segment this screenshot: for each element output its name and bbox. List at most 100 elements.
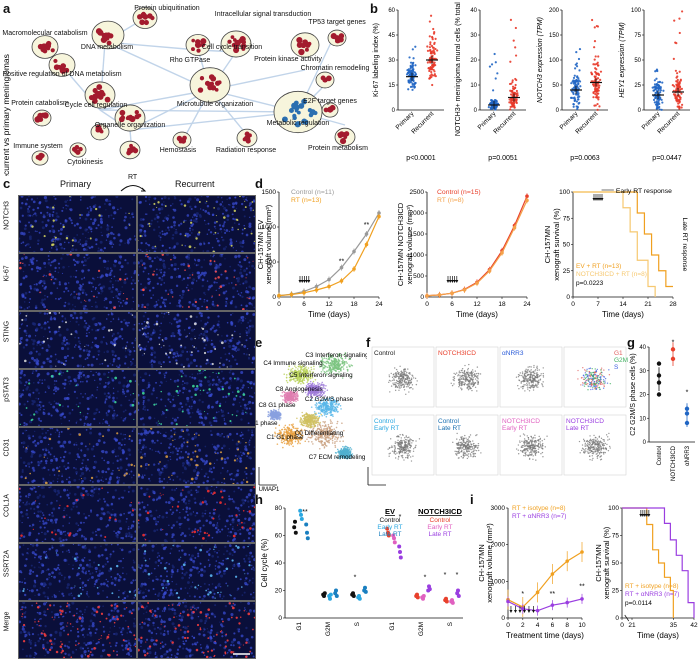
nucleus-dot	[150, 359, 154, 363]
nucleus-dot	[48, 576, 51, 579]
nucleus-dot	[165, 290, 167, 293]
nucleus-dot	[120, 548, 124, 552]
nucleus-dot	[102, 250, 104, 252]
rt-arrow-icon	[120, 185, 147, 192]
nucleus-dot	[79, 217, 82, 219]
nucleus-dot	[224, 258, 226, 260]
b-tick-label: 0	[474, 108, 478, 114]
nucleus-dot	[150, 219, 153, 222]
nucleus-dot	[168, 246, 171, 249]
nucleus-dot	[188, 256, 191, 259]
nucleus-dot	[112, 318, 115, 320]
nucleus-dot	[228, 344, 232, 348]
nucleus-dot	[190, 207, 193, 211]
nucleus-dot	[116, 573, 119, 576]
nucleus-dot	[124, 434, 126, 436]
nucleus-dot	[250, 436, 252, 439]
nucleus-dot	[225, 582, 228, 585]
nucleus-dot	[19, 589, 22, 593]
nucleus-dot	[245, 339, 248, 342]
marker-signal-dot	[217, 372, 220, 375]
nucleus-dot	[65, 538, 68, 541]
nucleus-dot	[81, 458, 85, 462]
nucleus-dot	[142, 401, 145, 404]
nucleus-dot	[216, 480, 220, 484]
marker-signal-dot	[248, 510, 252, 513]
marker-signal-dot	[154, 245, 157, 248]
marker-signal-dot	[224, 270, 227, 273]
nucleus-dot	[47, 568, 50, 571]
nucleus-dot	[128, 438, 131, 441]
nucleus-dot	[249, 395, 251, 397]
marker-signal-dot	[102, 435, 105, 438]
nucleus-dot	[73, 295, 77, 299]
marker-signal-dot	[226, 366, 228, 368]
nucleus-dot	[44, 391, 47, 393]
nucleus-dot	[111, 246, 114, 248]
marker-signal-dot	[97, 563, 100, 567]
nucleus-dot	[153, 492, 156, 495]
nucleus-dot	[206, 412, 209, 415]
nucleus-dot	[232, 312, 234, 314]
nucleus-dot	[20, 475, 23, 479]
nucleus-dot	[200, 265, 203, 269]
nucleus-dot	[48, 330, 51, 333]
nucleus-dot	[196, 490, 200, 494]
nucleus-dot	[130, 535, 133, 539]
nucleus-dot	[118, 477, 121, 479]
nucleus-dot	[79, 578, 81, 580]
nucleus-dot	[228, 282, 231, 285]
nucleus-dot	[119, 527, 123, 531]
nucleus-dot	[207, 588, 210, 591]
nucleus-dot	[50, 316, 53, 318]
nucleus-dot	[69, 250, 72, 252]
b-data-point	[660, 98, 663, 101]
nucleus-dot	[215, 486, 218, 489]
nucleus-dot	[251, 287, 255, 291]
nucleus-dot	[118, 519, 122, 523]
marker-signal-dot	[79, 587, 82, 589]
nucleus-dot	[172, 428, 175, 429]
network-gene-dot	[282, 116, 288, 123]
network-gene-dot	[199, 76, 205, 81]
nucleus-dot	[197, 349, 200, 353]
nucleus-dot	[102, 480, 104, 482]
nucleus-dot	[118, 305, 121, 307]
fluorescence-micrograph	[18, 253, 137, 311]
nucleus-dot	[212, 466, 215, 469]
nucleus-dot	[243, 198, 245, 201]
nucleus-dot	[132, 428, 135, 431]
nucleus-dot	[218, 326, 221, 328]
nucleus-dot	[48, 270, 51, 273]
nucleus-dot	[77, 568, 79, 571]
nucleus-dot	[193, 328, 196, 331]
nucleus-dot	[232, 397, 237, 401]
nucleus-dot	[228, 196, 231, 200]
nucleus-dot	[110, 581, 114, 585]
nucleus-dot	[67, 532, 70, 535]
nucleus-dot	[119, 239, 123, 243]
b-data-point	[412, 57, 415, 60]
b-data-point	[592, 96, 595, 99]
nucleus-dot	[102, 285, 106, 289]
nucleus-dot	[82, 466, 84, 469]
nucleus-dot	[133, 537, 136, 540]
nucleus-dot	[251, 555, 254, 558]
network-gene-dot	[245, 138, 251, 144]
nucleus-dot	[39, 420, 43, 423]
nucleus-dot	[239, 529, 241, 531]
nucleus-dot	[49, 453, 52, 456]
nucleus-dot	[22, 544, 25, 547]
nucleus-dot	[249, 412, 253, 416]
marker-signal-dot	[241, 344, 243, 346]
nucleus-dot	[75, 422, 78, 424]
b-data-point	[431, 64, 434, 67]
network-gene-dot	[191, 38, 196, 43]
nucleus-dot	[196, 271, 200, 275]
nucleus-dot	[55, 212, 58, 215]
nucleus-dot	[138, 329, 141, 331]
nucleus-dot	[160, 271, 163, 274]
marker-signal-dot	[224, 503, 227, 505]
nucleus-dot	[111, 226, 113, 228]
nucleus-dot	[203, 271, 207, 275]
